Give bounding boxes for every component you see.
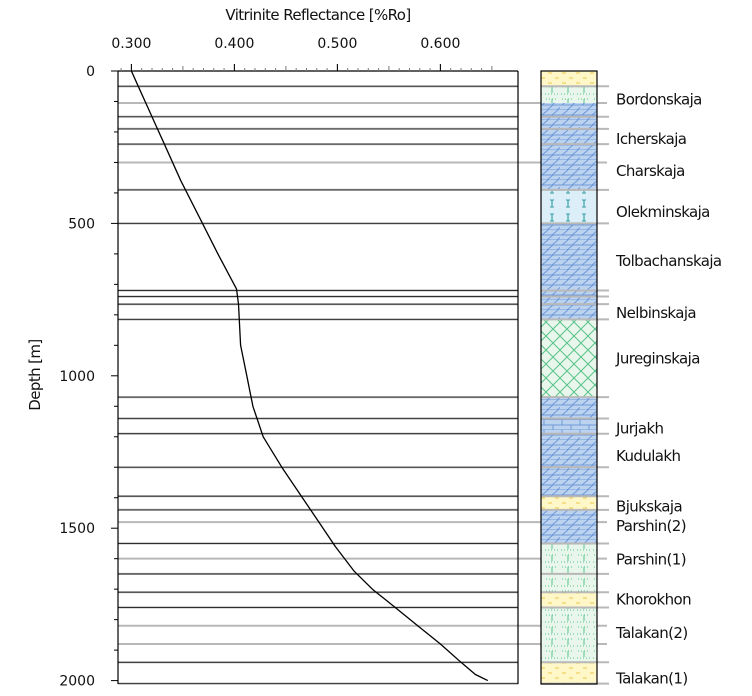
x-axis-ticks: 0.300 0.400 0.500 0.600 <box>111 36 493 71</box>
formation-label: Parshin(2) <box>616 517 686 535</box>
formation-label: Jureginskaja <box>615 350 700 368</box>
formation-label: Bjukskaja <box>616 497 682 515</box>
lithology-sandstone <box>541 662 597 684</box>
lithology-frame <box>540 70 598 685</box>
y-axis-ticks: 0 500 1000 1500 2000 <box>59 64 118 690</box>
formation-label: Kudulakh <box>616 447 680 465</box>
lithology-limestone <box>541 296 597 320</box>
formation-label: Bordonskaja <box>616 90 702 108</box>
lithology-limestone <box>541 433 597 497</box>
formation-label: Talakan(1) <box>615 670 688 688</box>
formation-label: Charskaja <box>616 162 685 180</box>
lithology-gypsum <box>541 189 597 224</box>
lithology-sandstone <box>541 71 597 87</box>
y-axis-title: Depth [m] <box>26 339 44 410</box>
x-tick-label: 0.300 <box>111 36 151 52</box>
x-axis-title: Vitrinite Reflectance [%Ro] <box>225 6 410 24</box>
lithology-column <box>540 70 609 685</box>
lithology-marl <box>541 543 597 593</box>
formation-label: Talakan(2) <box>615 624 688 642</box>
x-tick-label: 0.400 <box>214 36 254 52</box>
lithology-marl <box>541 86 597 104</box>
formation-labels: Bordonskaja Icherskaja Charskaja Olekminska… <box>615 90 722 687</box>
lithology-limestone <box>541 223 597 297</box>
lithology-sandstone <box>541 496 597 510</box>
lithology-crosshatch <box>541 319 597 398</box>
formation-label: Khorokhon <box>616 590 691 608</box>
y-tick-label: 500 <box>68 216 95 232</box>
formation-label: Nelbinskaja <box>616 304 696 322</box>
y-tick-label: 1000 <box>59 369 95 385</box>
lithology-limestone <box>541 397 597 419</box>
axes <box>117 70 519 684</box>
formation-label: Jurjakh <box>615 420 664 438</box>
lithology-marl <box>541 607 597 663</box>
x-tick-label: 0.600 <box>420 36 460 52</box>
formation-label: Olekminskaja <box>616 203 710 221</box>
reflectance-depth-line <box>130 70 489 682</box>
formation-label: Tolbachanskaja <box>615 252 722 270</box>
formation-label: Icherskaja <box>616 130 686 148</box>
series <box>130 70 489 682</box>
gridlines <box>118 85 607 685</box>
lithology-brick <box>541 418 597 434</box>
formation-label: Parshin(1) <box>616 551 686 569</box>
lithology-sandstone <box>541 592 597 608</box>
lithology-limestone <box>541 509 597 544</box>
x-tick-label: 0.500 <box>317 36 357 52</box>
y-tick-label: 2000 <box>59 674 95 690</box>
y-tick-label: 0 <box>86 64 95 80</box>
y-tick-label: 1500 <box>59 521 95 537</box>
